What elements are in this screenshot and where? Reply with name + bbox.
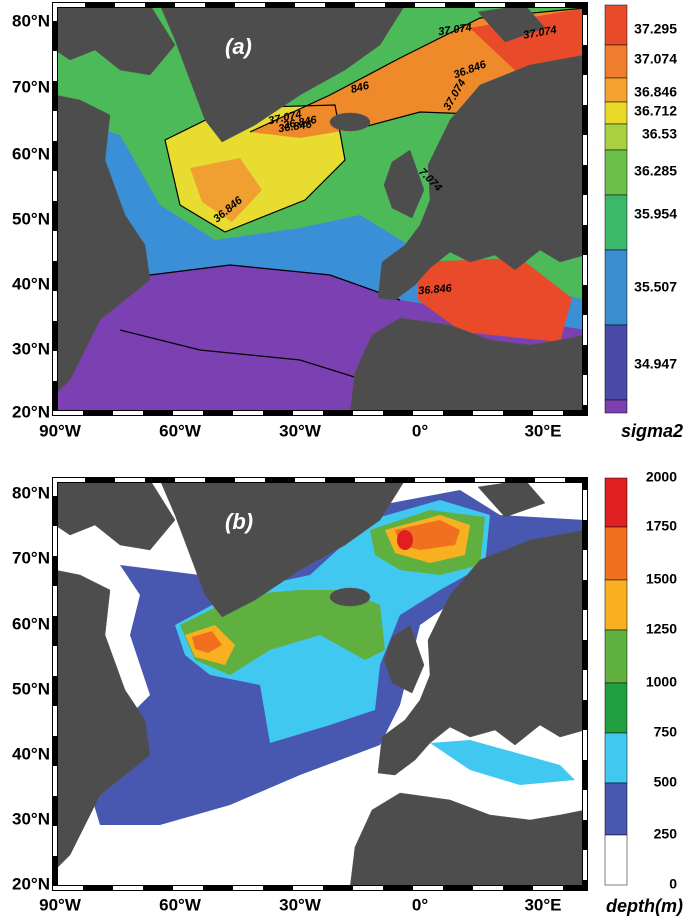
panel-b [52, 477, 588, 891]
contour-label: 37.074 [522, 24, 557, 42]
colorbar-a [604, 4, 628, 414]
colorbar-tick: 250 [654, 826, 678, 842]
lat-label: 20°N [12, 402, 50, 421]
lat-label: 30°N [12, 809, 50, 828]
colorbar-tick: 1500 [646, 571, 677, 587]
lon-label: 30°E [524, 895, 561, 914]
colorbar-tick: 37.295 [634, 21, 677, 37]
cb-band [604, 682, 628, 734]
lat-label: 80°N [12, 11, 50, 30]
cb-band [604, 149, 628, 196]
cb-band [604, 101, 628, 125]
lon-label: 30°W [279, 895, 322, 914]
field-500-med [430, 740, 575, 785]
colorbar-tick: 2000 [646, 469, 677, 485]
lat-label: 20°N [12, 874, 50, 893]
contour-label: 37.074 [437, 22, 472, 39]
cb-band [604, 834, 628, 886]
lon-label: 30°E [524, 421, 561, 440]
lon-label: 60°W [159, 421, 202, 440]
colorbar-tick: 35.954 [634, 206, 677, 222]
colorbar-tick: 37.074 [634, 51, 677, 67]
frame-b-dash [53, 478, 587, 890]
colorbar-tick: 34.947 [634, 356, 677, 372]
frame-a-dash [53, 3, 587, 415]
lat-label: 80°N [12, 483, 50, 502]
colorbar-tick: 500 [654, 774, 678, 790]
lon-label: 0° [412, 895, 428, 914]
panel-label: (a) [225, 34, 252, 59]
cb-band [604, 477, 628, 528]
lat-label: 70°N [12, 548, 50, 567]
cb-band [604, 324, 628, 401]
lat-label: 60°N [12, 614, 50, 633]
lon-label: 90°W [39, 421, 82, 440]
colorbar-tick: 36.846 [634, 84, 677, 100]
field-orange [190, 158, 262, 222]
cb-band [604, 399, 628, 414]
cb-band [604, 4, 628, 46]
field-1750 [397, 530, 413, 550]
cb-band [604, 526, 628, 581]
colorbar-b [604, 477, 628, 886]
contour [119, 329, 381, 386]
colorbar-tick: 1000 [646, 674, 677, 690]
cb-band [604, 579, 628, 631]
colorbar-tick: 1250 [646, 621, 677, 637]
cb-band [604, 44, 628, 79]
cb-band [604, 77, 628, 103]
colorbar-tick: 36.53 [642, 126, 677, 142]
lon-label: 0° [412, 421, 428, 440]
map-b [55, 480, 585, 888]
colorbar-tick: 0 [669, 876, 677, 892]
colorbar-tick: 35.507 [634, 279, 677, 295]
colorbar-tick: 36.712 [634, 103, 677, 119]
cb-band [604, 629, 628, 684]
contour-label: 846 [350, 80, 372, 97]
lon-label: 30°W [279, 421, 322, 440]
contour-label: 36.846 [277, 119, 313, 136]
lat-label: 60°N [12, 144, 50, 163]
map-a [55, 5, 585, 413]
lat-label: 50°N [12, 209, 50, 228]
cb-band [604, 782, 628, 836]
colorbar-tick: 750 [654, 724, 678, 740]
lat-label: 30°N [12, 339, 50, 358]
lat-label: 40°N [12, 274, 50, 293]
cb-band [604, 732, 628, 784]
cb-band [604, 123, 628, 151]
cb-band [604, 249, 628, 326]
colorbar-tick: 1750 [646, 518, 677, 534]
colorbar-title: sigma2 [621, 421, 683, 441]
colorbar-tick: 36.285 [634, 163, 677, 179]
colorbar-title: depth(m) [606, 896, 683, 916]
contour-label: 36.846 [282, 114, 318, 132]
field-red-med [418, 258, 572, 342]
field-1500 [192, 631, 222, 653]
lon-label: 90°W [39, 895, 82, 914]
lon-label: 60°W [159, 895, 202, 914]
lat-label: 40°N [12, 744, 50, 763]
panel-label: (b) [225, 509, 253, 534]
contour-label: 36.846 [418, 282, 453, 297]
lat-label: 70°N [12, 77, 50, 96]
lat-label: 50°N [12, 679, 50, 698]
cb-band [604, 194, 628, 251]
